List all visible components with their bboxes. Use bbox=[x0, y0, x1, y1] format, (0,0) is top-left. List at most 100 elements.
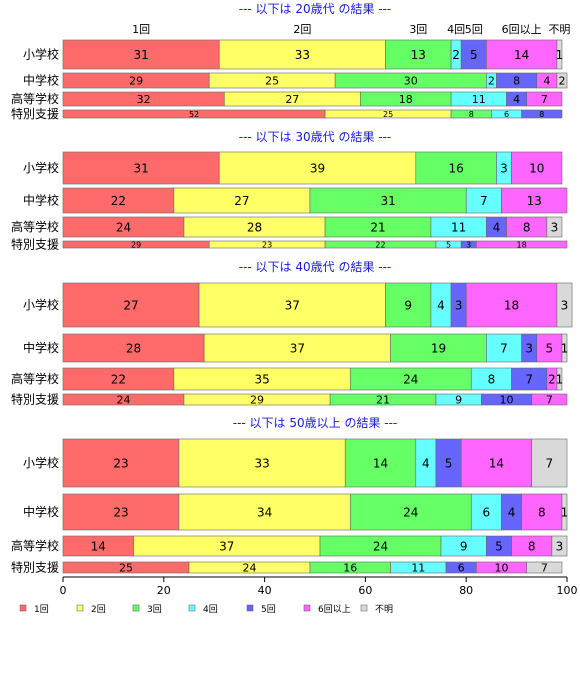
data-label: 7 bbox=[480, 194, 488, 208]
row-label: 特別支援 bbox=[11, 237, 59, 252]
data-label: 2 bbox=[548, 373, 556, 387]
bar-segment bbox=[486, 333, 522, 363]
bar-segment bbox=[486, 39, 558, 70]
data-label: 29 bbox=[131, 241, 141, 250]
data-label: 37 bbox=[285, 299, 300, 313]
data-label: 4 bbox=[513, 93, 520, 106]
data-label: 8 bbox=[538, 506, 546, 520]
row-label: 高等学校 bbox=[11, 91, 59, 106]
data-label: 25 bbox=[265, 75, 279, 88]
bar-segment bbox=[521, 493, 563, 531]
data-label: 24 bbox=[403, 506, 418, 520]
bar-segment bbox=[178, 438, 346, 488]
row-label: 小学校 bbox=[23, 297, 59, 312]
data-label: 1 bbox=[556, 48, 564, 62]
data-label: 23 bbox=[113, 506, 128, 520]
data-label: 34 bbox=[257, 506, 272, 520]
data-label: 9 bbox=[404, 299, 412, 313]
bar-segment bbox=[178, 493, 351, 531]
bar-segment bbox=[390, 333, 487, 363]
data-label: 52 bbox=[189, 110, 199, 119]
data-label: 31 bbox=[133, 162, 148, 176]
data-label: 3 bbox=[556, 540, 564, 554]
bar-segment bbox=[526, 561, 563, 574]
data-label: 31 bbox=[133, 48, 148, 62]
data-label: 7 bbox=[500, 342, 508, 356]
bar-segment bbox=[460, 438, 533, 488]
x-tick-label: 60 bbox=[358, 584, 372, 597]
bar-segment bbox=[173, 187, 311, 214]
data-label: 14 bbox=[91, 540, 106, 554]
data-label: 16 bbox=[343, 562, 357, 575]
row-label: 高等学校 bbox=[11, 219, 59, 234]
bar-segment bbox=[62, 333, 205, 363]
bar-segment bbox=[556, 282, 573, 328]
legend-swatch bbox=[132, 604, 140, 612]
data-label: 13 bbox=[527, 194, 542, 208]
data-label: 29 bbox=[129, 75, 143, 88]
bar-segment bbox=[551, 535, 568, 557]
bar-segment bbox=[385, 282, 432, 328]
data-label: 2 bbox=[488, 75, 495, 88]
header-label-7: 不明 bbox=[548, 23, 570, 36]
data-label: 13 bbox=[411, 48, 426, 62]
data-label: 9 bbox=[460, 540, 468, 554]
data-label: 32 bbox=[137, 93, 151, 106]
row-label: 小学校 bbox=[23, 47, 59, 62]
data-label: 21 bbox=[370, 221, 385, 235]
data-label: 8 bbox=[528, 540, 536, 554]
header-label-5: 5回 bbox=[465, 23, 483, 36]
data-label: 8 bbox=[488, 373, 496, 387]
data-label: 33 bbox=[254, 457, 269, 471]
legend-swatch bbox=[76, 604, 84, 612]
data-label: 37 bbox=[219, 540, 234, 554]
data-label: 8 bbox=[513, 75, 520, 88]
data-label: 5 bbox=[495, 540, 503, 554]
bar-segment bbox=[344, 438, 417, 488]
data-label: 3 bbox=[551, 221, 559, 235]
data-label: 18 bbox=[399, 93, 413, 106]
data-label: 7 bbox=[525, 373, 533, 387]
data-label: 4 bbox=[508, 506, 516, 520]
data-label: 21 bbox=[376, 394, 390, 407]
data-label: 8 bbox=[523, 221, 531, 235]
data-label: 8 bbox=[469, 110, 474, 119]
bar-segment bbox=[385, 39, 452, 70]
bar-segment bbox=[349, 493, 472, 531]
bar-segment bbox=[470, 493, 502, 531]
data-label: 10 bbox=[529, 162, 544, 176]
legend-swatch bbox=[303, 604, 311, 612]
bar-segment bbox=[475, 240, 568, 249]
data-label: 19 bbox=[431, 342, 446, 356]
data-label: 9 bbox=[455, 394, 462, 407]
data-label: 1 bbox=[561, 506, 569, 520]
data-label: 7 bbox=[546, 457, 554, 471]
data-label: 31 bbox=[380, 194, 395, 208]
data-label: 1 bbox=[561, 342, 569, 356]
legend-label: 6回以上 bbox=[318, 604, 351, 615]
bar-segment bbox=[309, 187, 467, 214]
bar-segment bbox=[531, 438, 568, 488]
legend-label: 5回 bbox=[261, 604, 276, 615]
bar-segment bbox=[62, 151, 220, 185]
bar-segment bbox=[62, 39, 220, 70]
data-label: 27 bbox=[285, 93, 299, 106]
data-label: 2 bbox=[452, 48, 460, 62]
bar-segment bbox=[546, 216, 563, 238]
legend-label: 2回 bbox=[91, 604, 106, 615]
data-label: 2 bbox=[558, 75, 565, 88]
header-label-4: 4回 bbox=[447, 23, 465, 36]
legend-label: 4回 bbox=[203, 604, 218, 615]
data-label: 4 bbox=[543, 75, 550, 88]
bar-segment bbox=[203, 333, 391, 363]
data-label: 24 bbox=[373, 540, 388, 554]
data-label: 33 bbox=[295, 48, 310, 62]
bar-segment bbox=[531, 393, 568, 406]
row-label: 小学校 bbox=[23, 455, 59, 470]
bar-segment bbox=[62, 282, 200, 328]
row-label: 中学校 bbox=[23, 193, 59, 208]
legend-label: 1回 bbox=[34, 604, 49, 615]
data-label: 14 bbox=[373, 457, 388, 471]
row-label: 小学校 bbox=[23, 160, 59, 175]
